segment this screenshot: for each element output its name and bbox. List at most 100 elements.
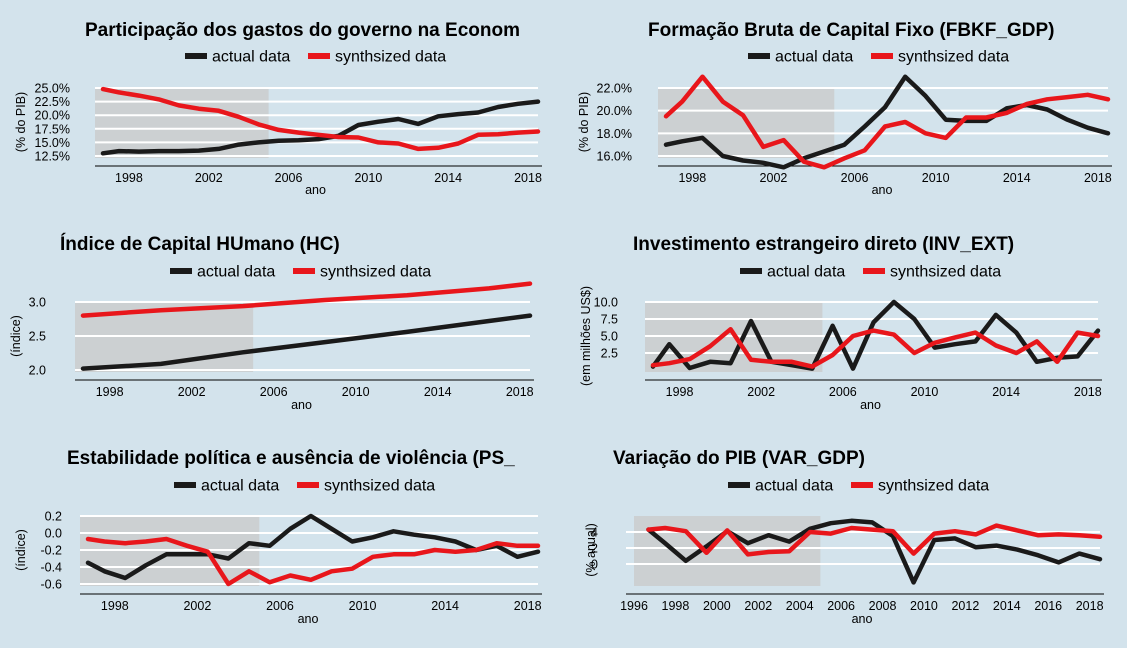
legend-label: actual data bbox=[775, 49, 853, 66]
x-tick-label: 1998 bbox=[115, 171, 143, 185]
y-tick-label: -0.2 bbox=[40, 544, 62, 558]
x-tick-label: 1998 bbox=[666, 385, 694, 399]
x-tick-label: 2018 bbox=[1076, 599, 1104, 613]
y-tick-label: 2.5 bbox=[601, 347, 618, 361]
x-tick-label: 2010 bbox=[354, 171, 382, 185]
y-axis-label: (índice) bbox=[14, 529, 28, 571]
y-axis-label: (índice) bbox=[9, 315, 23, 357]
x-tick-label: 2014 bbox=[992, 385, 1020, 399]
x-tick-label: 2006 bbox=[275, 171, 303, 185]
x-tick-label: 2002 bbox=[195, 171, 223, 185]
y-tick-label: 10.0 bbox=[594, 296, 618, 310]
series-line-synth bbox=[100, 86, 541, 152]
x-tick-label: 2002 bbox=[747, 385, 775, 399]
x-tick-label: 2006 bbox=[266, 599, 294, 613]
legend-label: synthsized data bbox=[320, 264, 431, 281]
chart-title: Estabilidade política e ausência de viol… bbox=[67, 448, 515, 469]
legend-label: synthsized data bbox=[890, 264, 1001, 281]
x-tick-label: 2014 bbox=[993, 599, 1021, 613]
chart-title: Índice de Capital HUmano (HC) bbox=[60, 233, 340, 255]
legend-label: actual data bbox=[212, 49, 290, 66]
y-tick-label: -0.4 bbox=[40, 561, 62, 575]
x-tick-label: 2018 bbox=[506, 385, 534, 399]
y-tick-label: 20.0% bbox=[597, 104, 632, 118]
y-tick-label: 12.5% bbox=[35, 150, 70, 164]
legend-label: actual data bbox=[197, 264, 275, 281]
y-tick-label: 5.0 bbox=[601, 330, 618, 344]
y-tick-label: 7.5 bbox=[601, 313, 618, 327]
chart-gov: Participação dos gastos do governo na Ec… bbox=[14, 20, 542, 197]
x-tick-label: 2008 bbox=[869, 599, 897, 613]
series-line-actual bbox=[650, 299, 1101, 371]
x-tick-label: 2014 bbox=[431, 599, 459, 613]
chart-inv: Investimento estrangeiro direto (INV_EXT… bbox=[579, 234, 1102, 412]
legend-label: synthsized data bbox=[324, 478, 435, 495]
x-tick-label: 2018 bbox=[1084, 171, 1112, 185]
chart-title: Participação dos gastos do governo na Ec… bbox=[85, 20, 520, 41]
y-tick-label: 22.0% bbox=[597, 82, 632, 96]
x-tick-label: 2000 bbox=[703, 599, 731, 613]
x-tick-label: 2002 bbox=[178, 385, 206, 399]
y-tick-label: 25.0% bbox=[35, 82, 70, 96]
legend-label: synthsized data bbox=[898, 49, 1009, 66]
series-line-synth bbox=[663, 74, 1111, 170]
x-tick-label: 2018 bbox=[1074, 385, 1102, 399]
y-tick-label: 3.0 bbox=[29, 296, 46, 310]
series-line-actual bbox=[80, 313, 533, 371]
y-tick-label: 17.5% bbox=[35, 122, 70, 136]
y-axis-label: (em milhões US$) bbox=[579, 286, 593, 386]
x-tick-label: 2006 bbox=[841, 171, 869, 185]
x-tick-label: 1998 bbox=[662, 599, 690, 613]
y-tick-label: 16.0% bbox=[597, 150, 632, 164]
x-tick-label: 2014 bbox=[424, 385, 452, 399]
y-tick-label: 22.5% bbox=[35, 95, 70, 109]
x-tick-label: 2002 bbox=[183, 599, 211, 613]
legend-label: actual data bbox=[767, 264, 845, 281]
y-tick-label: 2.5 bbox=[29, 330, 46, 344]
legend-label: actual data bbox=[755, 478, 833, 495]
series-line-synth bbox=[646, 523, 1103, 557]
chart-hc: Índice de Capital HUmano (HC) actual data… bbox=[9, 233, 534, 412]
x-tick-label: 2014 bbox=[434, 171, 462, 185]
x-tick-label: 2016 bbox=[1034, 599, 1062, 613]
x-tick-label: 2006 bbox=[829, 385, 857, 399]
y-tick-label: 0 bbox=[591, 558, 598, 572]
x-tick-label: 2010 bbox=[911, 385, 939, 399]
y-tick-label: 0.2 bbox=[45, 510, 62, 524]
chart-title: Formação Bruta de Capital Fixo (FBKF_GDP… bbox=[648, 20, 1054, 41]
x-axis-label: ano bbox=[860, 398, 881, 412]
x-tick-label: 2014 bbox=[1003, 171, 1031, 185]
chart-ps: Estabilidade política e ausência de viol… bbox=[14, 448, 542, 626]
chart-var: Variação do PIB (VAR_GDP)actual data synt… bbox=[584, 448, 1104, 626]
chart-fbkf: Formação Bruta de Capital Fixo (FBKF_GDP… bbox=[577, 20, 1112, 197]
y-tick-label: 2 bbox=[591, 542, 598, 556]
x-tick-label: 2010 bbox=[910, 599, 938, 613]
y-tick-label: 0.0 bbox=[45, 527, 62, 541]
legend-label: synthsized data bbox=[878, 478, 989, 495]
x-axis-label: ano bbox=[298, 612, 319, 626]
y-tick-label: 20.0% bbox=[35, 109, 70, 123]
series-line-actual bbox=[100, 99, 541, 156]
x-tick-label: 1998 bbox=[678, 171, 706, 185]
series-line-synth bbox=[650, 326, 1101, 369]
x-tick-label: 2002 bbox=[744, 599, 772, 613]
legend-label: synthsized data bbox=[335, 49, 446, 66]
y-axis-label: (% do PIB) bbox=[14, 92, 28, 152]
legend-label: actual data bbox=[201, 478, 279, 495]
chart-title: Investimento estrangeiro direto (INV_EXT… bbox=[633, 234, 1014, 255]
x-tick-label: 2006 bbox=[827, 599, 855, 613]
x-tick-label: 1996 bbox=[620, 599, 648, 613]
x-tick-label: 2004 bbox=[786, 599, 814, 613]
x-tick-label: 1998 bbox=[101, 599, 129, 613]
y-axis-label: (% anual) bbox=[584, 523, 598, 577]
x-tick-label: 2010 bbox=[349, 599, 377, 613]
x-axis-label: ano bbox=[852, 612, 873, 626]
y-tick-label: 4 bbox=[591, 526, 598, 540]
y-tick-label: 18.0% bbox=[597, 127, 632, 141]
x-tick-label: 2018 bbox=[514, 599, 542, 613]
x-tick-label: 2012 bbox=[951, 599, 979, 613]
series-line-synth bbox=[80, 281, 533, 318]
series-line-actual bbox=[85, 513, 541, 581]
